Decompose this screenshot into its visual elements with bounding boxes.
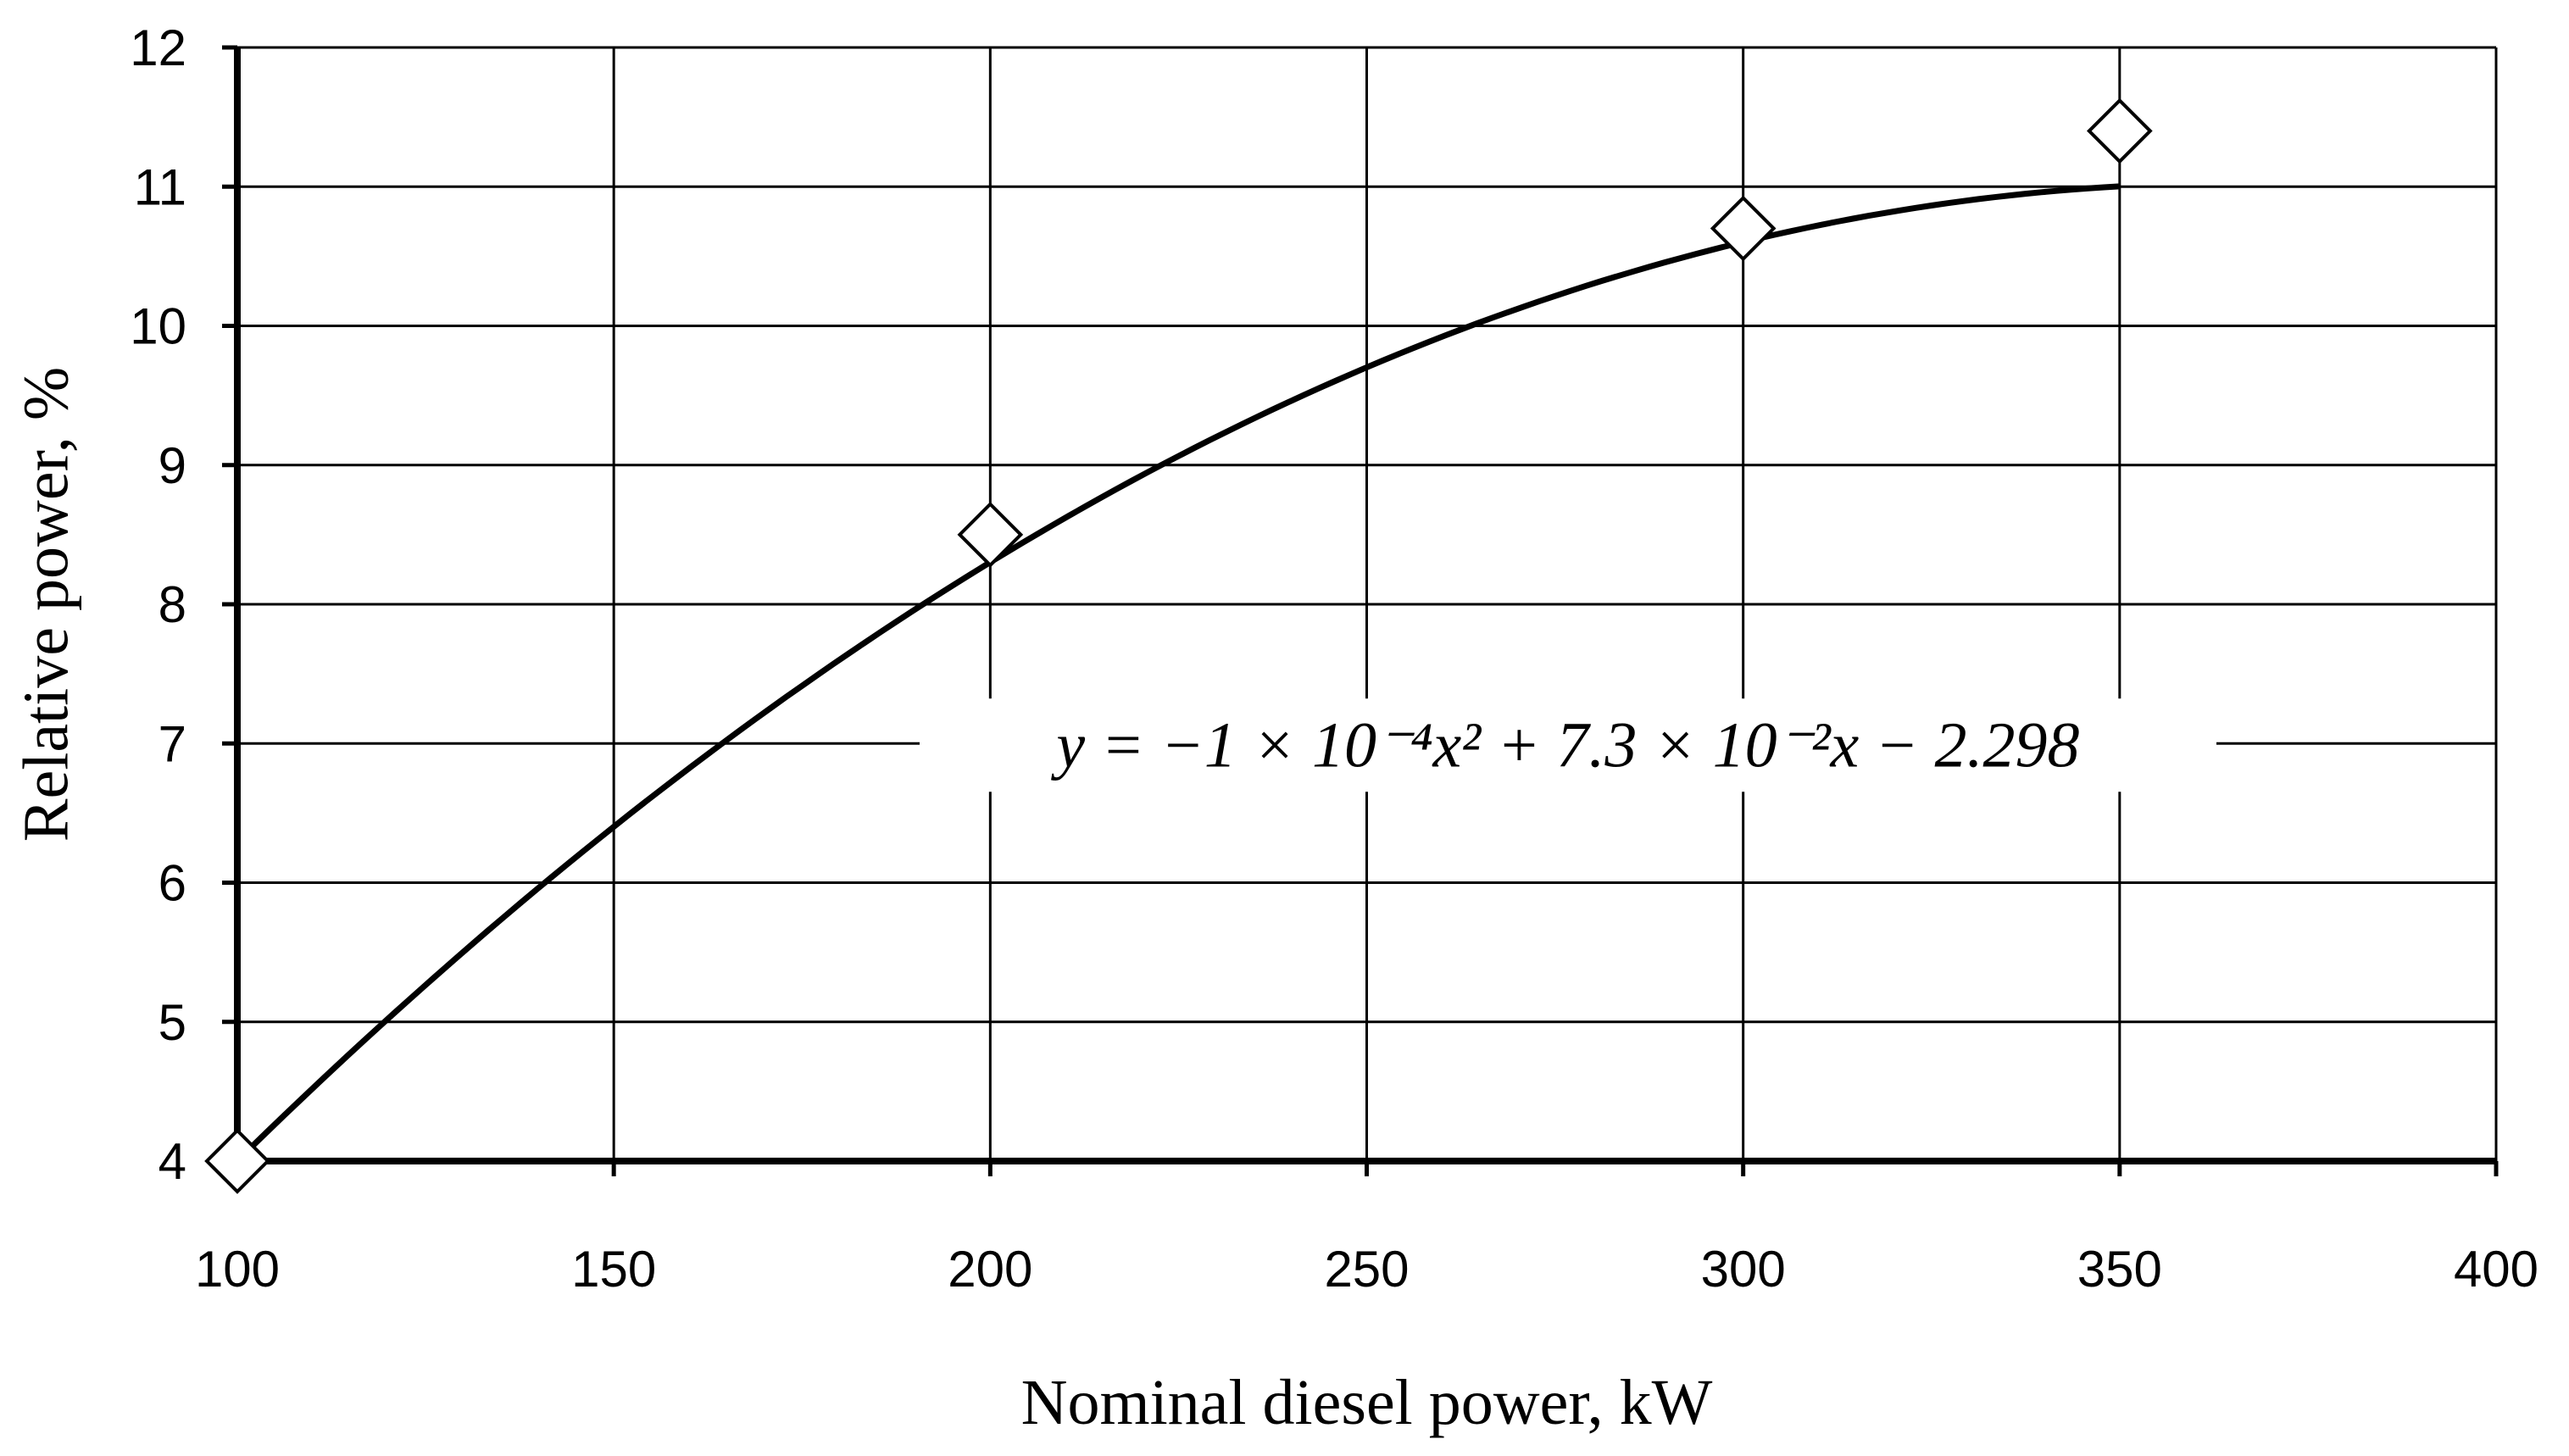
y-tick-label: 10 — [130, 298, 186, 355]
x-tick-label: 100 — [195, 1241, 280, 1298]
y-tick-label: 4 — [158, 1133, 186, 1190]
data-points — [204, 97, 2153, 1194]
x-tick-labels: 100 150 200 250 300 350 400 — [195, 1241, 2538, 1298]
x-tick-label: 200 — [948, 1241, 1032, 1298]
data-point-diamond — [2087, 97, 2153, 164]
data-point-diamond — [204, 1128, 270, 1194]
trendline-group — [235, 183, 2121, 1164]
trendline-equation: y = −1 × 10⁻⁴x² + 7.3 × 10⁻²x − 2.298 — [1050, 709, 2079, 781]
y-tick-label: 7 — [158, 715, 186, 772]
y-axis-title: Relative power, % — [10, 367, 81, 842]
y-tick-label: 6 — [158, 855, 186, 912]
y-tick-labels: 4 5 6 7 8 9 10 11 12 — [130, 19, 186, 1190]
x-tick-label: 150 — [571, 1241, 656, 1298]
y-tick-label: 5 — [158, 994, 186, 1051]
grid-lines — [237, 46, 2498, 1161]
y-tick-label: 8 — [158, 576, 186, 633]
x-tick-label: 300 — [1701, 1241, 1786, 1298]
axes — [222, 45, 2499, 1176]
y-tick-label: 11 — [134, 158, 186, 215]
y-tick-label: 9 — [158, 437, 186, 494]
x-axis-title: Nominal diesel power, kW — [1021, 1367, 1713, 1438]
equation-background — [920, 698, 2216, 792]
equation-group: y = −1 × 10⁻⁴x² + 7.3 × 10⁻²x − 2.298 — [920, 698, 2216, 792]
x-tick-label: 400 — [2454, 1241, 2538, 1298]
x-tick-label: 250 — [1324, 1241, 1409, 1298]
data-point-diamond — [1710, 195, 1777, 262]
y-tick-label: 12 — [130, 19, 186, 76]
trendline-curve — [235, 183, 2121, 1164]
x-tick-label: 350 — [2077, 1241, 2162, 1298]
data-point-diamond — [957, 502, 1024, 568]
